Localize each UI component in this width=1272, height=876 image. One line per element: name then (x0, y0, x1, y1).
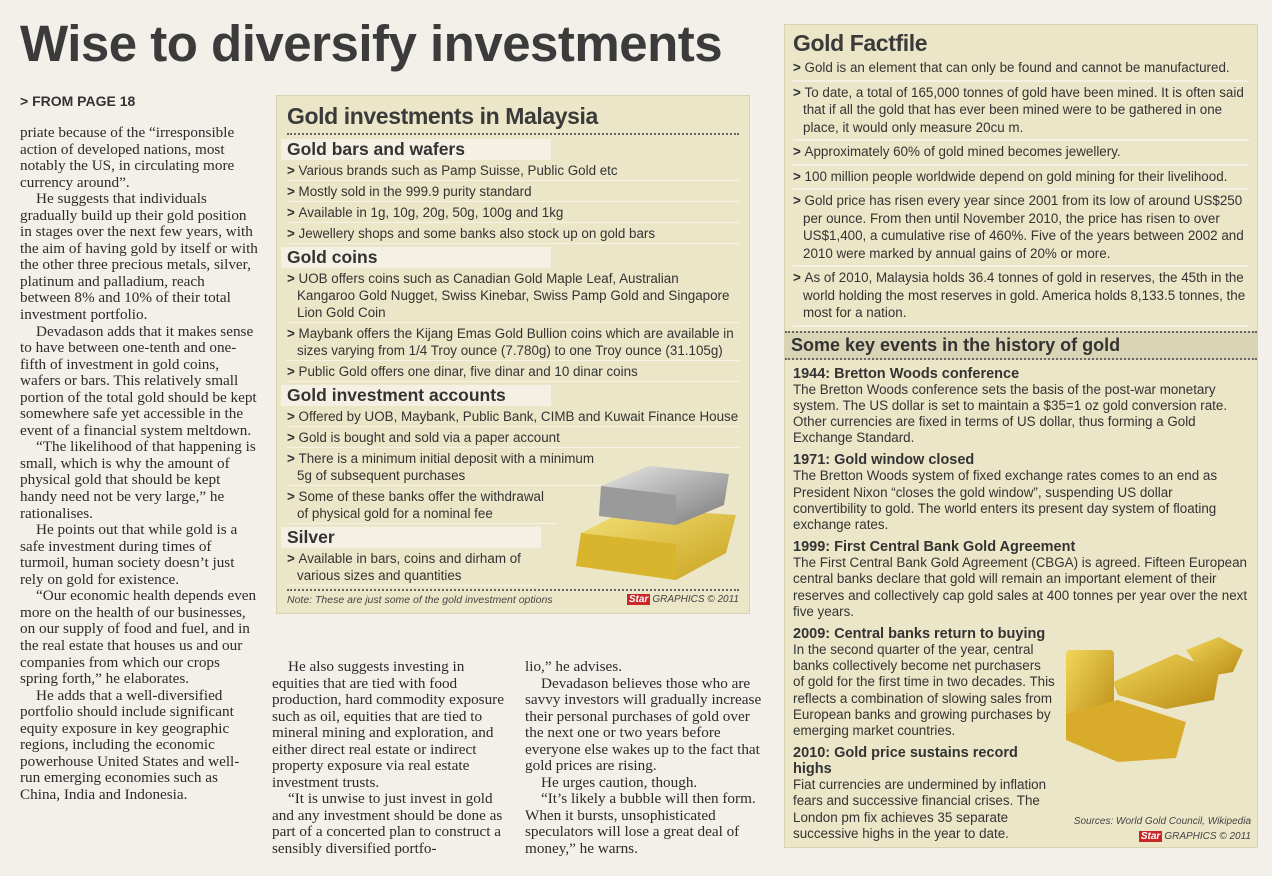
event-heading: 2010: Gold price sustains record highs (793, 745, 1018, 778)
paragraph: lio,” he advises. (525, 658, 623, 675)
note: Note: These are just some of the gold in… (287, 594, 553, 606)
divider (287, 589, 739, 591)
paragraph: “It’s likely a bubble will then form. Wh… (525, 790, 756, 858)
list-item: Jewellery shops and some banks also stoc… (287, 225, 739, 244)
paragraph: He points out that while gold is a safe … (20, 521, 238, 588)
list-item: Available in bars, coins and dirham of v… (287, 550, 537, 586)
event-heading: 2009: Central banks return to buying (793, 625, 1046, 642)
paragraph: Devadason believes those who are savvy i… (525, 674, 762, 775)
section-silver: Silver Available in bars, coins and dirh… (281, 526, 739, 586)
section-heading: Gold investment accounts (281, 385, 551, 406)
graphics-credit: Star GRAPHICS © 2011 (1061, 830, 1251, 842)
event-2009: 2009: Central banks return to buying In t… (793, 626, 1055, 739)
list-item: UOB offers coins such as Canadian Gold M… (287, 270, 739, 323)
section-heading: Silver (281, 527, 541, 548)
section-heading: Gold bars and wafers (281, 139, 551, 160)
list-item: Mostly sold in the 999.9 purity standard (287, 183, 739, 202)
events-lower-media: Sources: World Gold Council, Wikipedia S… (1061, 620, 1251, 842)
fact-item: 100 million people worldwide depend on g… (793, 166, 1249, 190)
section-bars: Gold bars and wafers Various brands such… (281, 138, 739, 244)
paragraph: He suggests that individuals gradually b… (20, 190, 258, 324)
event-text: The First Central Bank Gold Agreement (C… (793, 555, 1248, 619)
paragraph: He urges caution, though. (541, 773, 698, 791)
factfile-box: Gold Factfile Gold is an element that ca… (784, 24, 1258, 848)
events-title: Some key events in the history of gold (785, 330, 1257, 360)
event-heading: 1944: Bretton Woods conference (793, 365, 1020, 382)
section-heading: Gold coins (281, 247, 551, 268)
sources: Sources: World Gold Council, Wikipedia (1073, 815, 1251, 827)
credit-text: GRAPHICS © 2011 (652, 594, 739, 605)
box-footer: Sources: World Gold Council, Wikipedia S… (1061, 812, 1251, 842)
event-1971: 1971: Gold window closed The Bretton Wood… (793, 452, 1249, 533)
event-1944: 1944: Bretton Woods conference The Bretto… (793, 366, 1249, 447)
list-item: Maybank offers the Kijang Emas Gold Bull… (287, 325, 739, 361)
event-heading: 1999: First Central Bank Gold Agreement (793, 539, 1076, 556)
event-text: The Bretton Woods conference sets the ba… (793, 381, 1228, 446)
fact-item: Approximately 60% of gold mined becomes … (793, 141, 1249, 166)
article-column-1: priate because of the “irresponsible act… (20, 124, 258, 803)
graphics-credit: Star GRAPHICS © 2011 (626, 594, 739, 606)
jump-line: > FROM PAGE 18 (20, 93, 136, 109)
fact-item: Gold price has risen every year since 20… (793, 190, 1249, 267)
fact-item: As of 2010, Malaysia holds 36.4 tonnes o… (793, 267, 1249, 327)
box-title: Gold investments in Malaysia (287, 103, 598, 129)
events-lower-text: 2009: Central banks return to buying In t… (793, 620, 1055, 842)
paragraph: He also suggests investing in equities t… (272, 658, 504, 791)
paragraph: Devadason adds that it makes sense to ha… (20, 322, 257, 439)
event-text: In the second quarter of the year, centr… (793, 641, 1055, 738)
paragraph: He adds that a well-diversified portfoli… (20, 686, 240, 803)
event-1999: 1999: First Central Bank Gold Agreement T… (793, 539, 1249, 620)
gold-nuggets-image (1066, 636, 1243, 762)
article-column-3: lio,” he advises. Devadason believes tho… (525, 658, 765, 858)
factfile-title: Gold Factfile (793, 30, 928, 56)
event-2010: 2010: Gold price sustains record highs Fi… (793, 745, 1055, 842)
paragraph: “The likelihood of that happening is sma… (20, 438, 256, 522)
section-accounts: Gold investment accounts Offered by UOB,… (281, 384, 739, 524)
paragraph: “It is unwise to just invest in gold and… (272, 790, 503, 858)
paragraph: priate because of the “irresponsible act… (20, 124, 235, 191)
list-item: Available in 1g, 10g, 20g, 50g, 100g and… (287, 204, 739, 223)
list-item: Gold is bought and sold via a paper acco… (287, 429, 739, 448)
credit-text: GRAPHICS © 2011 (1164, 830, 1251, 842)
list-item: Some of these banks offer the withdrawal… (287, 488, 557, 524)
events-lower: 2009: Central banks return to buying In t… (793, 620, 1251, 842)
list-item: There is a minimum initial deposit with … (287, 450, 607, 486)
headline: Wise to diversify investments (20, 15, 723, 72)
fact-item: To date, a total of 165,000 tonnes of go… (793, 82, 1249, 141)
gold-silver-bars-image (576, 466, 736, 580)
star-logo: Star (626, 594, 651, 605)
star-logo: Star (1138, 830, 1163, 842)
list-item: Offered by UOB, Maybank, Public Bank, CI… (287, 408, 739, 427)
article-column-2: He also suggests investing in equities t… (272, 658, 512, 858)
event-heading: 1971: Gold window closed (793, 452, 975, 469)
divider (287, 133, 739, 135)
event-text: The Bretton Woods system of fixed exchan… (793, 468, 1218, 532)
event-text: Fiat currencies are undermined by inflat… (793, 777, 1047, 841)
paragraph: “Our economic health depends even more o… (20, 587, 257, 688)
fact-item: Gold is an element that can only be foun… (793, 57, 1249, 82)
malaysia-box: Gold investments in Malaysia Gold bars a… (276, 95, 750, 614)
list-item: Various brands such as Pamp Suisse, Publ… (287, 162, 739, 181)
list-item: Public Gold offers one dinar, five dinar… (287, 363, 739, 382)
section-coins: Gold coins UOB offers coins such as Cana… (281, 246, 739, 382)
box-footer: Note: These are just some of the gold in… (287, 594, 739, 606)
